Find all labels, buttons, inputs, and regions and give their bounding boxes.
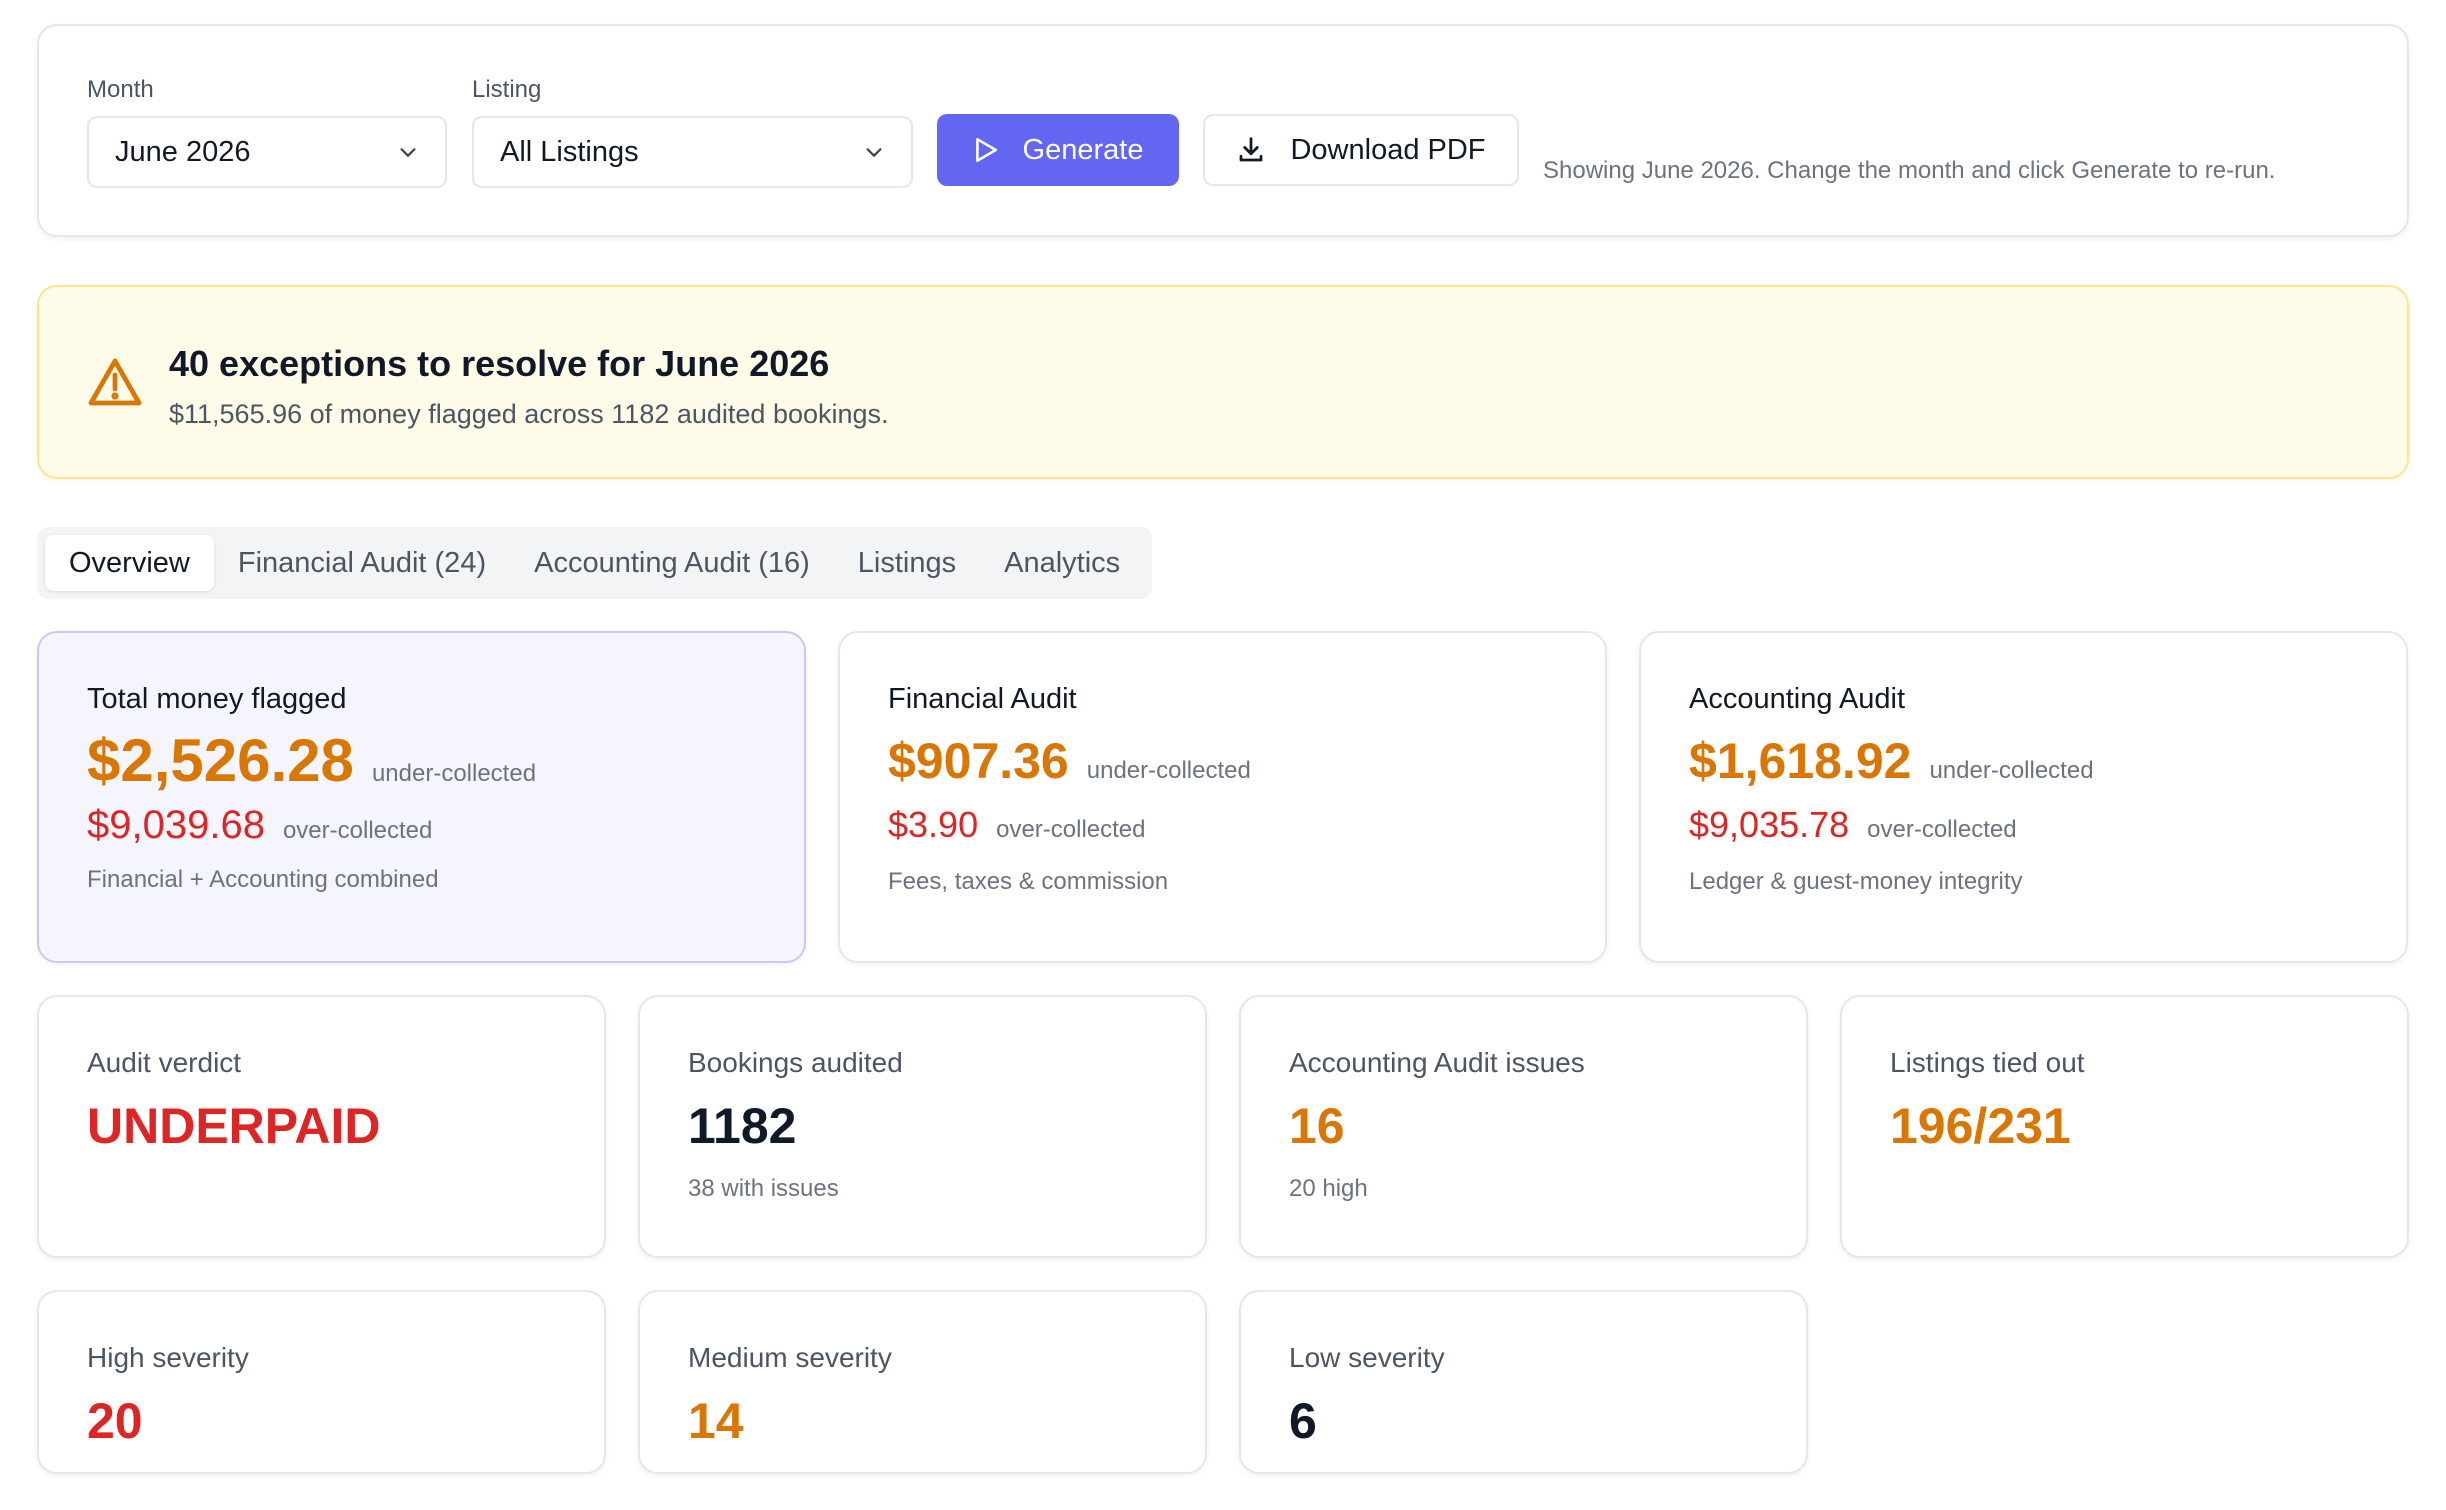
high-severity-card: High severity 20 [37, 1290, 606, 1474]
generate-button[interactable]: Generate [937, 114, 1179, 186]
listing-select[interactable]: All Listings [472, 116, 913, 188]
listing-select-value: All Listings [500, 135, 639, 168]
stat-label: Low severity [1289, 1342, 1445, 1373]
over-collected-line: $9,039.68 over-collected [87, 803, 756, 848]
medium-severity-card: Medium severity 14 [638, 1290, 1207, 1474]
month-label: Month [87, 76, 154, 103]
month-select-value: June 2026 [115, 135, 251, 168]
generate-button-label: Generate [1022, 133, 1144, 166]
low-severity-card: Low severity 6 [1239, 1290, 1808, 1474]
bookings-audited-value: 1182 [688, 1098, 797, 1154]
accounting-issues-high: 20 high [1289, 1175, 1368, 1202]
stat-label: Listings tied out [1890, 1047, 2085, 1078]
low-severity-value: 6 [1289, 1393, 1317, 1449]
under-collected-amount: $1,618.92 [1689, 733, 1912, 789]
card-title: Accounting Audit [1689, 683, 1906, 715]
tab-overview[interactable]: Overview [45, 535, 214, 591]
card-footnote: Fees, taxes & commission [888, 868, 1169, 895]
report-tabs: Overview Financial Audit (24) Accounting… [37, 527, 1153, 599]
under-collected-line: $1,618.92 under-collected [1689, 732, 2358, 790]
under-collected-label: under-collected [1929, 757, 2094, 784]
financial-audit-card: Financial Audit $907.36 under-collected … [838, 631, 1607, 963]
alert-subtitle: $11,565.96 of money flagged across 1182 … [169, 399, 889, 429]
report-controls-card: Month June 2026 Listing All Listings Gen… [37, 24, 2409, 237]
medium-severity-value: 14 [688, 1393, 744, 1449]
bookings-with-issues: 38 with issues [688, 1175, 839, 1202]
over-collected-label: over-collected [1867, 816, 2017, 843]
over-collected-label: over-collected [282, 817, 433, 844]
severity-cards-row: High severity 20 Medium severity 14 Low … [37, 1290, 2409, 1474]
high-severity-value: 20 [87, 1393, 143, 1449]
download-icon [1240, 137, 1263, 162]
audit-verdict-value: UNDERPAID [87, 1098, 381, 1154]
tab-accounting-audit[interactable]: Accounting Audit (16) [534, 546, 810, 579]
chevron-down-icon [400, 148, 416, 157]
listing-label: Listing [472, 76, 542, 103]
download-pdf-label: Download PDF [1290, 133, 1486, 166]
download-pdf-button[interactable]: Download PDF [1203, 114, 1519, 186]
under-collected-label: under-collected [371, 760, 537, 787]
exceptions-alert: 40 exceptions to resolve for June 2026 $… [37, 285, 2409, 479]
month-field: Month June 2026 [87, 76, 447, 188]
controls-hint: Showing June 2026. Change the month and … [1543, 157, 2276, 184]
over-collected-amount: $9,039.68 [87, 803, 265, 847]
under-collected-amount: $907.36 [888, 733, 1069, 789]
play-icon [975, 137, 997, 163]
under-collected-line: $907.36 under-collected [888, 732, 1557, 790]
card-title: Financial Audit [888, 683, 1077, 715]
over-collected-label: over-collected [996, 816, 1146, 843]
total-money-card: Total money flagged $2,526.28 under-coll… [37, 631, 806, 963]
card-title: Total money flagged [87, 683, 347, 715]
month-select[interactable]: June 2026 [87, 116, 447, 188]
tab-listings[interactable]: Listings [857, 546, 957, 579]
tab-financial-audit[interactable]: Financial Audit (24) [237, 546, 487, 579]
listings-tied-out-value: 196/231 [1890, 1098, 2071, 1154]
audit-verdict-card: Audit verdict UNDERPAID [37, 995, 606, 1258]
accounting-audit-card: Accounting Audit $1,618.92 under-collect… [1639, 631, 2408, 963]
card-footnote: Ledger & guest-money integrity [1689, 868, 2023, 895]
summary-cards: Total money flagged $2,526.28 under-coll… [37, 631, 2409, 963]
stat-cards-row: Audit verdict UNDERPAID Bookings audited… [37, 995, 2409, 1258]
under-collected-amount: $2,526.28 [87, 727, 354, 794]
over-collected-amount: $9,035.78 [1689, 804, 1850, 845]
card-footnote: Financial + Accounting combined [87, 866, 439, 893]
under-collected-label: under-collected [1086, 757, 1251, 784]
accounting-issues-card: Accounting Audit issues 16 20 high [1239, 995, 1808, 1258]
report-page: Month June 2026 Listing All Listings Gen… [37, 24, 2409, 1474]
stat-label: High severity [87, 1342, 249, 1373]
stat-label: Accounting Audit issues [1289, 1047, 1585, 1078]
stat-label: Bookings audited [688, 1047, 903, 1078]
bookings-audited-card: Bookings audited 1182 38 with issues [638, 995, 1207, 1258]
warning-triangle-icon [88, 358, 142, 406]
listing-field: Listing All Listings [472, 76, 913, 188]
tab-analytics[interactable]: Analytics [1004, 546, 1121, 579]
over-collected-line: $9,035.78 over-collected [1689, 804, 2358, 846]
alert-title: 40 exceptions to resolve for June 2026 [169, 343, 830, 384]
over-collected-line: $3.90 over-collected [888, 804, 1557, 846]
listings-tied-out-card: Listings tied out 196/231 [1840, 995, 2409, 1258]
stat-label: Audit verdict [87, 1047, 242, 1078]
accounting-issues-value: 16 [1289, 1098, 1345, 1154]
under-collected-line: $2,526.28 under-collected [87, 726, 756, 795]
over-collected-amount: $3.90 [888, 804, 979, 845]
stat-label: Medium severity [688, 1342, 892, 1373]
chevron-down-icon [866, 148, 882, 157]
